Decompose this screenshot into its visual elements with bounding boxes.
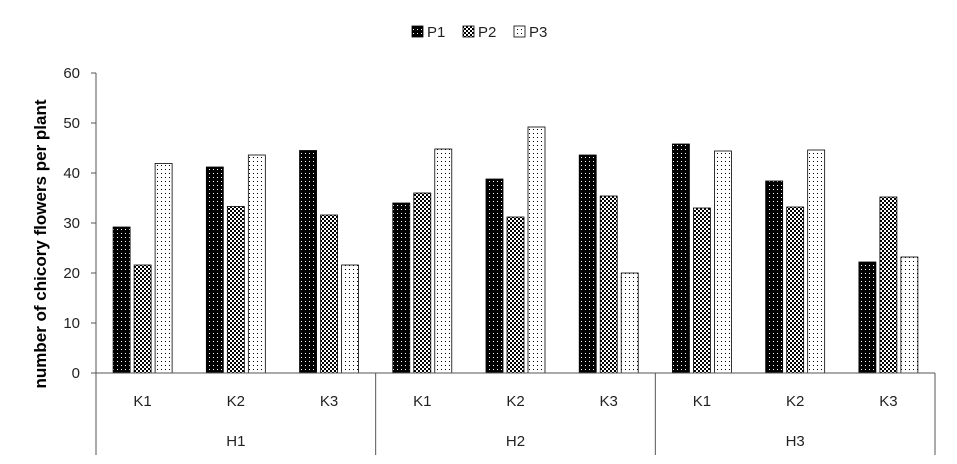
bar-p3-h1-k2: [247, 154, 266, 374]
y-axis: 0 10 20 30 40 50 60: [63, 65, 97, 382]
x-axis: K1 K2 K3 K1 K2 K3 K1 K2 K3 H1 H2 H3: [95, 372, 936, 455]
bar-p1-h1-k1: [112, 226, 131, 374]
legend-label-p3: P3: [529, 24, 547, 41]
bar-p1-h3-k3: [858, 261, 877, 374]
bar-p1-h3-k2: [765, 180, 784, 374]
legend-label-p2: P2: [478, 24, 496, 41]
y-tick-label: 40: [63, 165, 80, 182]
legend-swatch-p1: [411, 25, 424, 38]
y-tick-label: 30: [63, 215, 80, 232]
y-tick-label: 10: [63, 315, 80, 332]
bar-p2-h1-k3: [320, 214, 338, 374]
y-tick-label: 0: [72, 365, 80, 382]
bar-p2-h3-k3: [879, 196, 898, 374]
bar-p2-h1-k1: [133, 264, 152, 374]
bar-p2-h2-k3: [599, 195, 618, 374]
bar-p1-h3-k1: [672, 143, 690, 374]
bar-p2-h2-k1: [413, 192, 432, 374]
x-tick-label: K2: [227, 393, 245, 410]
bar-p1-h2-k1: [392, 202, 411, 374]
legend: P1 P2 P3: [411, 24, 547, 41]
legend-label-p1: P1: [427, 24, 445, 41]
group-label: H1: [226, 433, 245, 450]
bar-p3-h3-k1: [714, 150, 732, 374]
legend-swatch-p3: [513, 25, 526, 38]
bar-p1-h1-k3: [299, 150, 317, 374]
bars: [112, 126, 919, 374]
x-tick-label: K3: [320, 393, 338, 410]
bar-p2-h2-k2: [506, 216, 525, 374]
group-label: H2: [506, 433, 525, 450]
bar-p3-h3-k3: [900, 256, 919, 374]
bar-p3-h3-k2: [807, 149, 826, 374]
bar-p1-h1-k2: [205, 166, 224, 374]
bar-p2-h3-k1: [693, 207, 711, 374]
legend-swatch-p2: [462, 25, 475, 38]
bar-p3-h1-k1: [154, 163, 173, 374]
bar-p2-h1-k2: [226, 206, 245, 374]
y-axis-label: number of chicory flowers per plant: [31, 99, 50, 388]
x-tick-label: K3: [879, 393, 897, 410]
y-tick-label: 50: [63, 115, 80, 132]
x-tick-label: K2: [786, 393, 804, 410]
group-label: H3: [786, 433, 805, 450]
bar-p2-h3-k2: [786, 206, 805, 374]
bar-p3-h2-k2: [527, 126, 546, 374]
x-tick-label: K2: [506, 393, 524, 410]
bar-p3-h2-k1: [434, 148, 453, 374]
x-tick-label: K1: [693, 393, 711, 410]
x-tick-label: K1: [133, 393, 151, 410]
bar-p1-h2-k3: [578, 154, 597, 374]
bar-p3-h2-k3: [620, 272, 639, 374]
x-tick-label: K1: [413, 393, 431, 410]
bar-p3-h1-k3: [341, 264, 359, 374]
x-tick-label: K3: [600, 393, 618, 410]
y-tick-label: 20: [63, 265, 80, 282]
bar-p1-h2-k2: [485, 178, 504, 374]
y-tick-label: 60: [63, 65, 80, 82]
